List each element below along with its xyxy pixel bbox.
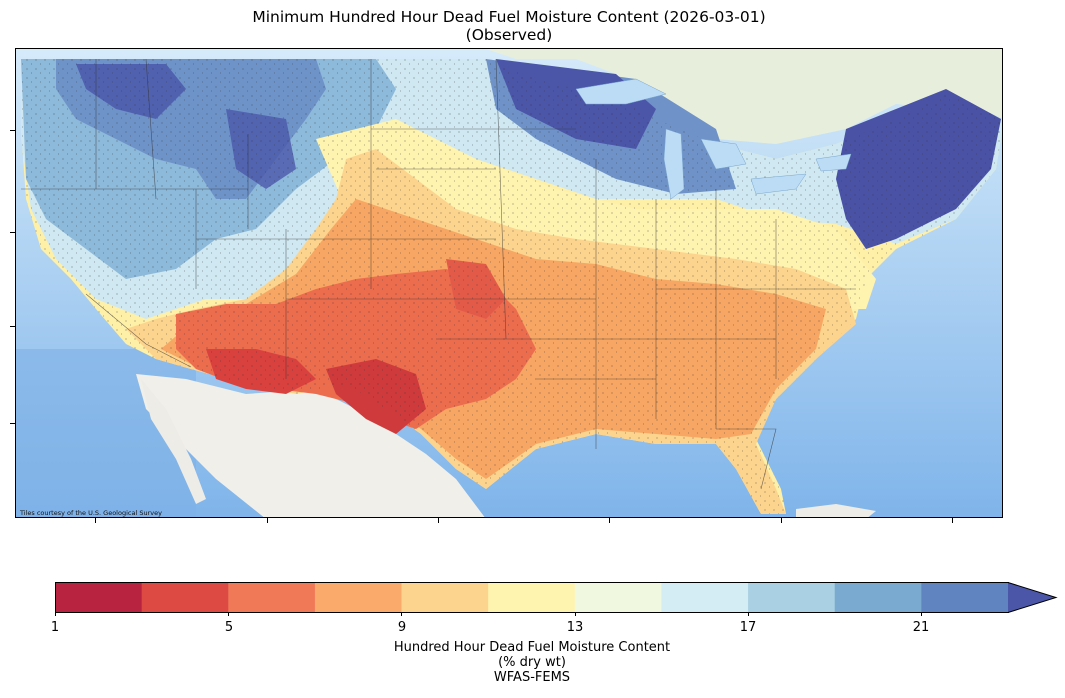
y-tick (10, 130, 15, 131)
great-lakes (575, 78, 852, 200)
colorbar-segment (834, 582, 922, 613)
x-tick (95, 518, 96, 523)
colorbar-tick-label: 13 (566, 620, 584, 635)
canada-land (16, 49, 1002, 144)
colorbar-segment (748, 582, 836, 613)
state-borders (21, 58, 856, 490)
x-tick (267, 518, 268, 523)
colorbar (55, 582, 1058, 613)
y-tick (10, 326, 15, 327)
colorbar-tick (228, 612, 229, 616)
colorbar-label: Hundred Hour Dead Fuel Moisture Content … (55, 640, 1009, 685)
y-tick (10, 232, 15, 233)
fuel-moisture-map: Tiles courtesy of the U.S. Geological Su… (16, 49, 1002, 517)
colorbar-tick-label: 5 (224, 620, 234, 635)
map-title-line1: Minimum Hundred Hour Dead Fuel Moisture … (252, 8, 766, 26)
x-tick (609, 518, 610, 523)
baja-land (141, 379, 206, 504)
station-markers (21, 59, 1002, 514)
colorbar-tick (921, 612, 922, 616)
colorbar-tick (748, 612, 749, 616)
colorbar-tick (401, 612, 402, 616)
mexico-land (136, 374, 485, 517)
colorbar-tick-label: 21 (912, 620, 930, 635)
colorbar-tick-label: 17 (739, 620, 757, 635)
colorbar-label-line3: WFAS-FEMS (493, 670, 571, 685)
x-tick (952, 518, 953, 523)
colorbar-label-line1: Hundred Hour Dead Fuel Moisture Content (393, 640, 671, 655)
colorbar-segment (488, 582, 576, 613)
colorbar-tick (575, 612, 576, 616)
colorbar-segment (921, 582, 1009, 613)
colorbar-tick-label: 9 (397, 620, 407, 635)
colorbar-segment (141, 582, 229, 613)
map-panel[interactable]: Tiles courtesy of the U.S. Geological Su… (15, 48, 1003, 518)
colorbar-extend-arrow (1007, 582, 1058, 613)
colorbar-tick (55, 612, 56, 616)
colorbar-segment (228, 582, 316, 613)
colorbar-label-line2: (% dry wt) (498, 655, 566, 670)
colorbar-segments (55, 582, 1009, 613)
x-tick (781, 518, 782, 523)
colorbar-segment (55, 582, 143, 613)
colorbar-segment (401, 582, 489, 613)
colorbar-segment (661, 582, 749, 613)
map-title-line2: (Observed) (465, 26, 553, 44)
map-title: Minimum Hundred Hour Dead Fuel Moisture … (15, 8, 1003, 44)
map-attribution: Tiles courtesy of the U.S. Geological Su… (19, 509, 162, 517)
y-tick (10, 423, 15, 424)
cuba-land (796, 504, 876, 517)
colorbar-segment (314, 582, 403, 613)
colorbar-tick-label: 1 (50, 620, 60, 635)
colorbar-segment (574, 582, 663, 613)
x-tick (438, 518, 439, 523)
